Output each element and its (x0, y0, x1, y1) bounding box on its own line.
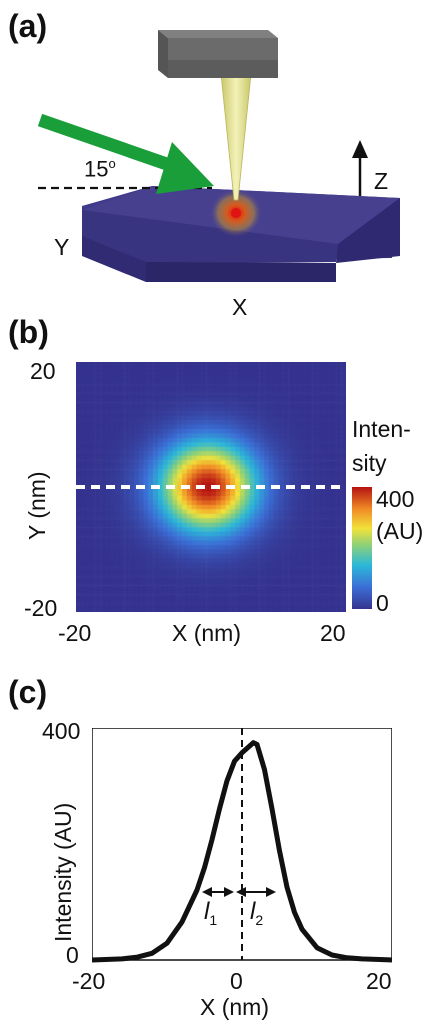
annotation-l2-symbol: l (250, 898, 256, 925)
colorbar-min-label: 0 (376, 590, 389, 616)
intensity-curve (92, 740, 392, 963)
heatmap-xlabel: X (nm) (172, 620, 241, 646)
axis-y-label: Y (54, 234, 70, 260)
annotation-l1: l1 (204, 900, 217, 927)
cantilever-left (158, 30, 168, 78)
axis-x-label: X (232, 294, 248, 320)
z-axis-arrowhead (352, 140, 368, 158)
line-xtick-right: 20 (366, 968, 392, 994)
line-ytick-top: 400 (42, 718, 81, 744)
line-ylabel: Intensity (AU) (50, 802, 76, 942)
afm-setup-illustration (37, 30, 400, 282)
heatmap-overlay (76, 485, 346, 489)
heatmap-ytick-bottom: -20 (24, 595, 58, 621)
laser-beam-arrowhead (156, 142, 214, 194)
annotation-l2-subscript: 2 (255, 911, 264, 928)
heatmap-xtick-left: -20 (58, 620, 92, 646)
substrate-right-side (336, 198, 400, 263)
panel-c-label: (c) (8, 674, 48, 710)
width-arrow-l1-head-left (202, 887, 212, 897)
line-ytick-bottom: 0 (66, 942, 79, 968)
colorbar-unit-label: (AU) (376, 518, 424, 544)
incidence-angle-label: 15o (84, 157, 116, 180)
heatmap-ytick-top: 20 (30, 358, 56, 384)
width-arrow-l1-head-right (224, 887, 234, 897)
line-xtick-center: 0 (230, 968, 243, 994)
angle-unit: o (108, 156, 116, 171)
cantilever-top (158, 30, 278, 38)
angle-value: 15 (84, 156, 109, 182)
cantilever-front (168, 38, 278, 60)
colorbar-title-line1: Inten- (352, 416, 411, 442)
annotation-l1-symbol: l (204, 898, 210, 925)
annotation-l1-subscript: 1 (209, 911, 218, 928)
cantilever-side (168, 60, 278, 78)
line-xtick-left: -20 (72, 968, 106, 994)
colorbar-gradient (352, 487, 372, 609)
annotation-l2: l2 (250, 900, 263, 927)
heatmap-xtick-right: 20 (320, 620, 346, 646)
colorbar-title-line2: sity (352, 450, 387, 476)
hotspot-center (231, 208, 241, 218)
laser-beam (37, 113, 187, 177)
panel-b-label: (b) (8, 314, 49, 350)
substrate-front-side (82, 210, 338, 264)
heatmap-ylabel: Y (nm) (24, 471, 50, 540)
substrate-left-bottom (82, 236, 146, 282)
axis-z-label: Z (374, 168, 389, 194)
colorbar-max-label: 400 (376, 486, 415, 512)
intensity-profile-plot (92, 728, 392, 963)
substrate-bottom-edge (146, 262, 336, 282)
width-arrow-l2-head-right (266, 887, 276, 897)
panel-a-label: (a) (8, 8, 48, 44)
width-arrow-l2-head-left (236, 887, 246, 897)
line-xlabel: X (nm) (200, 994, 269, 1020)
